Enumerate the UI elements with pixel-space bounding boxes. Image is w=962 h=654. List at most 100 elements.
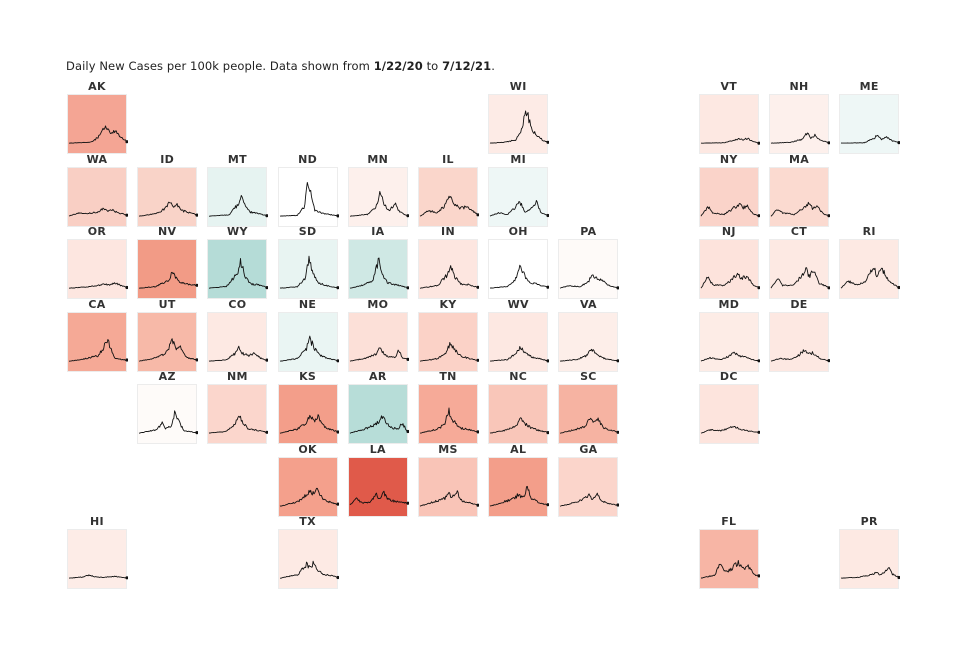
sparkline-svg bbox=[209, 258, 269, 290]
sparkline-series bbox=[770, 267, 830, 289]
state-sparkline-tile bbox=[418, 456, 479, 517]
state-tile-me: ME bbox=[839, 80, 901, 154]
caption-suffix: . bbox=[491, 59, 495, 73]
state-label: PA bbox=[580, 225, 597, 238]
sparkline-series bbox=[349, 346, 409, 362]
sparkline-svg bbox=[209, 194, 269, 217]
sparkline-series bbox=[489, 199, 549, 217]
sparkline-svg bbox=[490, 345, 550, 362]
sparkline-end-point bbox=[827, 141, 830, 145]
sparkline-svg bbox=[490, 264, 550, 289]
state-tile-ak: AK bbox=[67, 80, 128, 154]
caption-start-date: 1/22/20 bbox=[373, 59, 423, 73]
sparkline-series bbox=[840, 267, 900, 289]
state-sparkline-tile bbox=[488, 94, 550, 154]
state-sparkline-tile bbox=[137, 384, 199, 444]
state-sparkline-tile bbox=[558, 311, 620, 372]
sparkline-svg bbox=[349, 257, 409, 290]
sparkline-end-point bbox=[406, 213, 409, 217]
sparkline-end-point bbox=[406, 357, 409, 361]
caption-end-date: 7/12/21 bbox=[442, 59, 492, 73]
sparkline-series bbox=[68, 125, 128, 144]
state-sparkline-tile bbox=[558, 384, 620, 444]
state-tile-mt: MT bbox=[207, 152, 269, 227]
sparkline-end-point bbox=[827, 358, 830, 362]
state-tile-hi: HI bbox=[67, 515, 128, 589]
state-label: MN bbox=[367, 152, 389, 166]
state-sparkline-tile bbox=[769, 311, 830, 372]
sparkline-series bbox=[419, 265, 479, 289]
sparkline-series bbox=[700, 272, 760, 289]
state-tile-dc: DC bbox=[698, 370, 760, 444]
sparkline-svg bbox=[139, 201, 199, 217]
sparkline-series bbox=[139, 201, 198, 217]
state-tile-nm: NM bbox=[207, 370, 269, 444]
sparkline-series bbox=[68, 338, 128, 362]
state-label: WY bbox=[227, 225, 248, 238]
sparkline-end-point bbox=[476, 358, 479, 362]
chart-caption: Daily New Cases per 100k people. Data sh… bbox=[66, 59, 495, 73]
state-tile-co: CO bbox=[207, 298, 269, 372]
caption-prefix: Daily New Cases per 100k people. Data sh… bbox=[66, 59, 374, 73]
state-tile-la: LA bbox=[347, 442, 409, 517]
sparkline-series bbox=[700, 351, 759, 362]
sparkline-end-point bbox=[406, 286, 409, 290]
sparkline-svg bbox=[419, 195, 479, 217]
sparkline-series bbox=[490, 345, 549, 362]
state-label: IN bbox=[441, 225, 455, 238]
state-tile-nj: NJ bbox=[698, 225, 760, 299]
state-label: NE bbox=[298, 297, 317, 311]
sparkline-series bbox=[139, 410, 198, 434]
state-label: ND bbox=[298, 152, 318, 166]
sparkline-series bbox=[349, 415, 408, 434]
sparkline-svg bbox=[419, 341, 479, 362]
state-label: MT bbox=[227, 152, 247, 166]
sparkline-series bbox=[490, 417, 549, 434]
sparkline-svg bbox=[700, 351, 760, 362]
state-label: LA bbox=[369, 442, 386, 456]
state-sparkline-tile bbox=[207, 384, 269, 444]
sparkline-series bbox=[419, 489, 479, 507]
state-label: WI bbox=[509, 80, 527, 93]
sparkline-series bbox=[490, 485, 549, 507]
state-sparkline-tile bbox=[839, 529, 901, 589]
sparkline-svg bbox=[68, 282, 128, 290]
state-label: AZ bbox=[158, 370, 176, 383]
state-sparkline-tile bbox=[67, 529, 128, 589]
state-tile-or: OR bbox=[67, 225, 128, 299]
sparkline-series bbox=[770, 201, 830, 217]
state-label: ID bbox=[160, 152, 175, 166]
sparkline-svg bbox=[69, 574, 128, 580]
caption-middle: to bbox=[422, 59, 443, 73]
sparkline-end-point bbox=[827, 213, 830, 217]
sparkline-series bbox=[490, 110, 549, 144]
sparkline-series bbox=[209, 345, 268, 362]
state-sparkline-tile bbox=[137, 239, 199, 299]
sparkline-series bbox=[419, 341, 479, 362]
state-tile-de: DE bbox=[769, 298, 830, 372]
sparkline-end-point bbox=[897, 575, 901, 580]
sparkline-series bbox=[349, 190, 408, 217]
state-tile-ut: UT bbox=[137, 298, 199, 372]
state-tile-sd: SD bbox=[277, 225, 339, 299]
sparkline-series bbox=[560, 348, 619, 362]
sparkline-end-point bbox=[195, 431, 199, 435]
state-tile-mo: MO bbox=[347, 298, 409, 372]
sparkline-svg bbox=[841, 134, 901, 145]
state-label: AL bbox=[510, 442, 527, 456]
state-sparkline-tile bbox=[698, 166, 760, 227]
sparkline-series bbox=[279, 255, 338, 289]
state-label: GA bbox=[579, 442, 598, 456]
state-sparkline-tile bbox=[698, 239, 760, 299]
state-sparkline-tile bbox=[277, 384, 339, 444]
sparkline-end-point bbox=[476, 503, 479, 507]
state-sparkline-tile bbox=[488, 456, 550, 517]
state-sparkline-tile bbox=[839, 94, 901, 154]
state-tile-ia: IA bbox=[347, 225, 409, 299]
sparkline-svg bbox=[490, 485, 550, 507]
state-label: SD bbox=[298, 225, 317, 238]
sparkline-end-point bbox=[757, 286, 760, 290]
state-tile-ca: CA bbox=[67, 297, 128, 372]
sparkline-svg bbox=[68, 338, 128, 362]
state-label: CA bbox=[88, 297, 106, 311]
